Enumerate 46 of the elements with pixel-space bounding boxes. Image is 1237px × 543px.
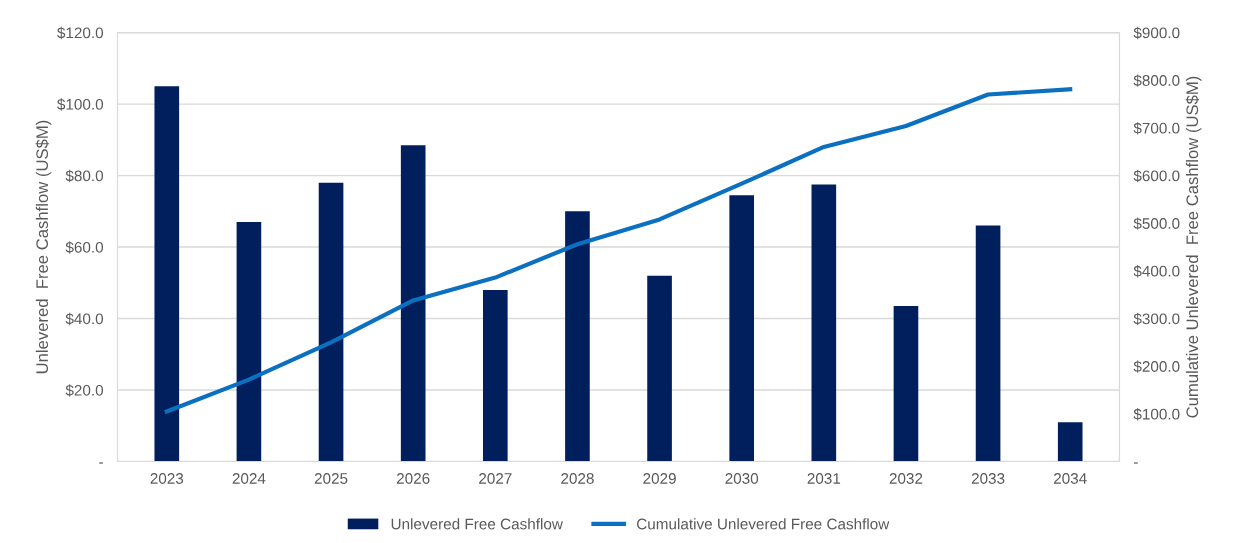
x-tick-label: 2028: [561, 473, 594, 484]
y2-tick-label: $100.0: [1133, 408, 1180, 421]
y-tick-label: $100.0: [57, 98, 104, 111]
x-tick-label: 2032: [889, 473, 923, 484]
legend-label: Cumulative Unlevered Free Cashflow: [637, 518, 890, 530]
bar: [482, 289, 508, 462]
y2-axis-title: Cumulative Unlevered Free Cashflow (US$M): [1185, 76, 1202, 418]
bar: [565, 211, 590, 462]
x-tick-label: 2033: [971, 473, 1005, 484]
y2-tick-label: $200.0: [1133, 360, 1180, 373]
y2-tick-label: $600.0: [1133, 169, 1180, 183]
x-tick-label: 2034: [1053, 473, 1087, 484]
x-tick-label: 2030: [725, 473, 759, 484]
y2-tick-label: $400.0: [1133, 265, 1180, 278]
x-tick-label: 2027: [479, 473, 512, 484]
y-tick-label: $20.0: [65, 384, 104, 397]
y2-tick-label: $300.0: [1133, 312, 1180, 326]
y-tick-label: $60.0: [65, 241, 104, 254]
x-tick-label: 2023: [150, 473, 184, 484]
line-series: [164, 87, 1073, 414]
x-tick-label: 2029: [643, 473, 676, 484]
y-axis-title: Unlevered Free Cashflow (US$M): [35, 120, 52, 374]
y2-tick-label: $800.0: [1133, 74, 1180, 87]
bar: [647, 275, 672, 462]
legend-label: Unlevered Free Cashflow: [391, 518, 563, 530]
bar: [236, 222, 262, 462]
x-tick-label: 2031: [807, 473, 841, 484]
bar: [154, 86, 180, 462]
y2-tick-label: $500.0: [1133, 217, 1180, 230]
bar: [893, 306, 919, 462]
bar: [975, 225, 1001, 462]
bar: [400, 145, 426, 462]
x-tick-label: 2024: [232, 473, 266, 484]
y-tick-label: -: [99, 462, 103, 464]
bar: [729, 195, 755, 462]
y-tick-label: $40.0: [65, 312, 104, 326]
x-tick-label: 2026: [396, 473, 430, 484]
x-tick-label: 2025: [314, 473, 348, 484]
y2-tick-label: $700.0: [1133, 122, 1180, 135]
bar: [318, 182, 344, 462]
bar: [811, 184, 837, 462]
y2-tick-label: $900.0: [1133, 26, 1180, 40]
y-tick-label: $120.0: [57, 26, 104, 40]
y-tick-label: $80.0: [65, 169, 104, 183]
bar: [1057, 422, 1083, 462]
y2-tick-label: -: [1134, 462, 1138, 464]
